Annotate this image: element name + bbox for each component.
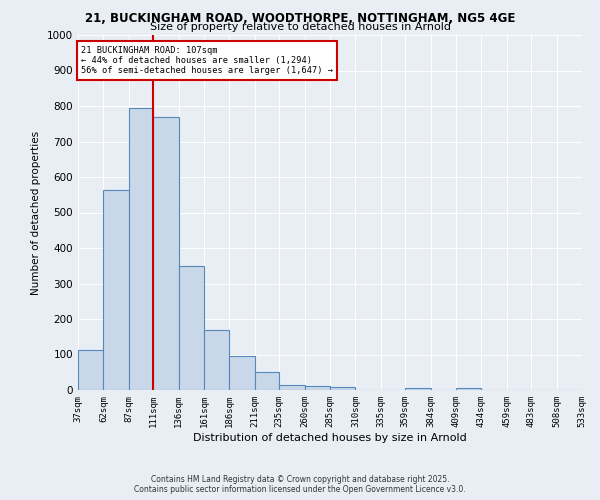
Text: 21 BUCKINGHAM ROAD: 107sqm
← 44% of detached houses are smaller (1,294)
56% of s: 21 BUCKINGHAM ROAD: 107sqm ← 44% of deta…: [81, 46, 333, 76]
Bar: [153, 116, 179, 390]
Text: 21, BUCKINGHAM ROAD, WOODTHORPE, NOTTINGHAM, NG5 4GE: 21, BUCKINGHAM ROAD, WOODTHORPE, NOTTING…: [85, 12, 515, 26]
Bar: [103, 190, 129, 390]
Bar: [204, 330, 229, 390]
Bar: [330, 387, 355, 390]
Bar: [456, 388, 481, 390]
Bar: [129, 108, 153, 390]
Bar: [405, 388, 431, 390]
Bar: [229, 356, 255, 390]
Bar: [179, 266, 204, 390]
Y-axis label: Number of detached properties: Number of detached properties: [31, 130, 41, 294]
Bar: [305, 386, 330, 390]
Text: Contains HM Land Registry data © Crown copyright and database right 2025.
Contai: Contains HM Land Registry data © Crown c…: [134, 474, 466, 494]
X-axis label: Distribution of detached houses by size in Arnold: Distribution of detached houses by size …: [193, 432, 467, 442]
Bar: [279, 384, 305, 390]
Text: Size of property relative to detached houses in Arnold: Size of property relative to detached ho…: [149, 22, 451, 32]
Bar: [78, 350, 103, 390]
Bar: [255, 372, 279, 390]
